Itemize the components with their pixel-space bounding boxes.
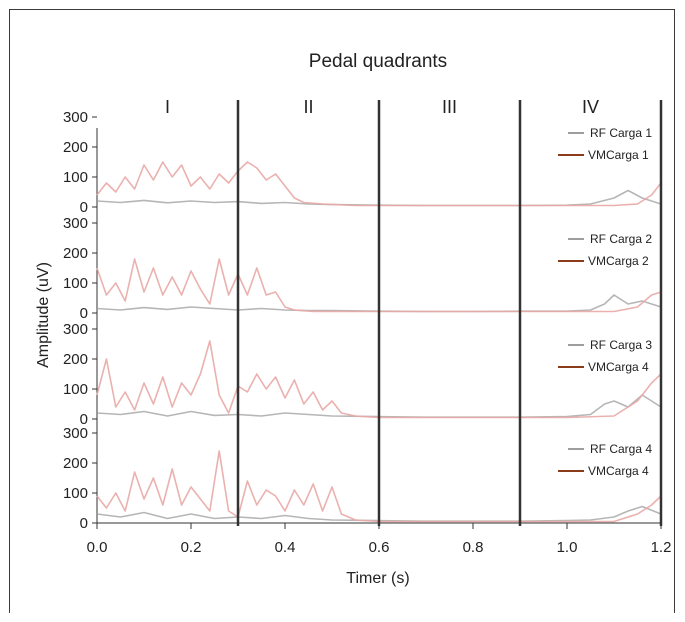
y-tick-label: 200 bbox=[63, 351, 88, 368]
x-tick-label: 0.2 bbox=[181, 539, 202, 556]
y-tick-label: 0 bbox=[80, 411, 88, 428]
quadrant-label: II bbox=[303, 97, 313, 117]
x-tick-label: 0.0 bbox=[87, 539, 108, 556]
legend-label-vm: VMCarga 2 bbox=[588, 254, 649, 268]
legend-label-rf: RF Carga 2 bbox=[590, 232, 652, 246]
vm-series-line bbox=[96, 161, 662, 207]
legend-label-rf: RF Carga 1 bbox=[590, 126, 652, 140]
quadrant-label: IV bbox=[582, 97, 599, 117]
figure-frame bbox=[9, 9, 675, 613]
y-tick-label: 100 bbox=[63, 485, 88, 502]
chart-title: Pedal quadrants bbox=[309, 51, 447, 72]
x-tick-label: 1.2 bbox=[651, 539, 672, 556]
vm-series-line bbox=[96, 340, 662, 419]
vm-series-line bbox=[96, 450, 662, 523]
x-tick-label: 0.6 bbox=[369, 539, 390, 556]
quadrant-label: I bbox=[165, 97, 170, 117]
vm-series-line bbox=[96, 258, 662, 313]
y-tick-label: 300 bbox=[63, 425, 88, 442]
x-axis-title: Timer (s) bbox=[346, 570, 409, 587]
x-tick-label: 0.8 bbox=[463, 539, 484, 556]
legend-label-vm: VMCarga 1 bbox=[588, 148, 649, 162]
y-tick-label: 0 bbox=[80, 515, 88, 532]
y-tick-label: 0 bbox=[80, 199, 88, 216]
legend-label-vm: VMCarga 4 bbox=[588, 464, 649, 478]
y-tick-label: 100 bbox=[63, 275, 88, 292]
y-tick-label: 300 bbox=[63, 215, 88, 232]
x-tick-label: 0.4 bbox=[275, 539, 296, 556]
y-tick-label: 300 bbox=[63, 109, 88, 126]
legend-label-rf: RF Carga 4 bbox=[590, 442, 652, 456]
y-tick-label: 100 bbox=[63, 169, 88, 186]
y-axis-title: Amplitude (uV) bbox=[35, 262, 52, 368]
x-tick-label: 1.0 bbox=[557, 539, 578, 556]
legend-label-vm: VMCarga 4 bbox=[588, 360, 649, 374]
rf-series-line bbox=[96, 505, 662, 522]
y-tick-label: 300 bbox=[63, 321, 88, 338]
y-tick-label: 200 bbox=[63, 139, 88, 156]
y-tick-label: 0 bbox=[80, 305, 88, 322]
y-tick-label: 200 bbox=[63, 455, 88, 472]
legend-label-rf: RF Carga 3 bbox=[590, 338, 652, 352]
y-tick-label: 200 bbox=[63, 245, 88, 262]
quadrant-label: III bbox=[442, 97, 457, 117]
y-tick-label: 100 bbox=[63, 381, 88, 398]
